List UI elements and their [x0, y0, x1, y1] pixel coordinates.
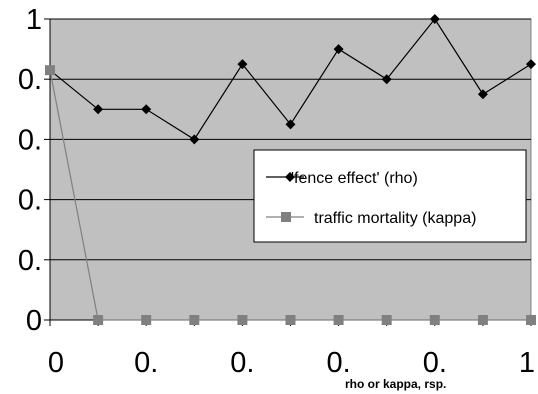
x-tick-label: 0. [423, 347, 447, 379]
data-point [189, 134, 200, 145]
x-tick-label: 0. [327, 347, 351, 379]
data-point [381, 74, 392, 85]
x-axis-label: rho or kappa, rsp. [345, 377, 446, 391]
data-point [429, 315, 440, 325]
legend-label-kappa: traffic mortality (kappa) [314, 210, 476, 227]
series-1 [45, 65, 536, 325]
data-point [285, 119, 296, 130]
data-point [477, 89, 488, 100]
x-tick-label: 0 [48, 347, 64, 379]
y-tick-label: 0. [18, 64, 42, 96]
data-point [526, 315, 536, 325]
data-point [381, 315, 392, 325]
x-tick-label: 0. [230, 347, 254, 379]
series-layer [45, 14, 536, 325]
data-point [429, 14, 440, 24]
data-point [189, 315, 200, 325]
data-point [477, 315, 488, 325]
legend: 'fence effect' (rho) traffic mortality (… [253, 149, 527, 243]
data-point [45, 65, 55, 76]
legend-marker-rho [285, 172, 295, 182]
data-point [237, 59, 248, 70]
x-tick-label: 1 [519, 347, 535, 379]
data-point [141, 104, 152, 115]
y-axis-ticks: 0 0. 0. 0. 0. 1 [18, 4, 42, 337]
data-point [333, 44, 344, 55]
data-point [93, 104, 104, 115]
x-axis-ticks: 0 0. 0. 0. 0. 1 [48, 347, 535, 379]
y-tick-label: 0. [18, 124, 42, 156]
y-tick-label: 0 [26, 305, 42, 337]
y-tick-label: 0. [18, 185, 42, 217]
legend-marker-kappa [281, 212, 291, 222]
y-tick-label: 0. [18, 245, 42, 277]
data-point [526, 59, 536, 70]
x-tick-label: 0. [134, 347, 158, 379]
legend-box [253, 149, 527, 243]
data-point [141, 315, 152, 325]
data-point [237, 315, 248, 325]
data-point [93, 315, 104, 325]
data-point [285, 315, 296, 325]
data-point [333, 315, 344, 325]
y-tick-label: 1 [26, 4, 42, 36]
legend-label-rho: 'fence effect' (rho) [291, 170, 418, 187]
